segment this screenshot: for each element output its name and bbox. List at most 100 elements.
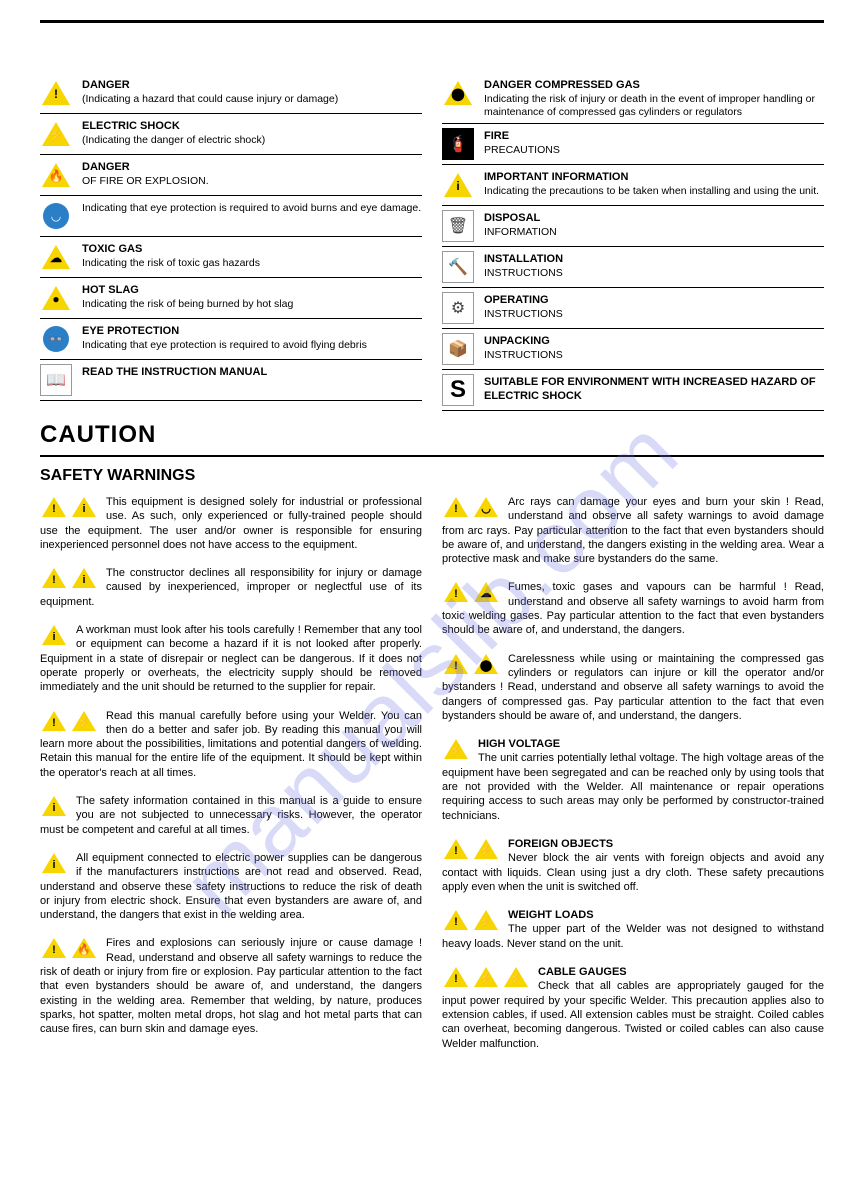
legend-description: INFORMATION [484,226,824,239]
legend-text: TOXIC GASIndicating the risk of toxic ga… [82,241,422,270]
legend-description: OF FIRE OR EXPLOSION. [82,175,422,188]
legend-description: INSTRUCTIONS [484,267,824,280]
paragraph-icons [442,580,500,604]
legend-text: INSTALLATIONINSTRUCTIONS [484,251,824,280]
legend-text: READ THE INSTRUCTION MANUAL [82,364,422,380]
legend-title: IMPORTANT INFORMATION [484,171,824,185]
mandatory-circle-icon: 👓 [43,326,69,352]
safety-paragraph: A workman must look after his tools care… [40,623,422,694]
legend-description: INSTRUCTIONS [484,308,824,321]
inline-warning-icon [42,497,66,517]
warning-triangle-icon [444,173,472,197]
safety-paragraph: HIGH VOLTAGE The unit carries potentially… [442,737,824,823]
paragraph-icons [442,965,530,989]
legend-description: Indicating the risk of being burned by h… [82,298,422,311]
inline-warning-icon [444,654,468,674]
safety-paragraph: Read this manual carefully before using … [40,709,422,780]
legend-section: DANGER(Indicating a hazard that could ca… [40,73,824,411]
legend-row: DANGEROF FIRE OR EXPLOSION. [40,155,422,196]
legend-title: INSTALLATION [484,253,824,267]
legend-row: TOXIC GASIndicating the risk of toxic ga… [40,237,422,278]
inline-warning-icon [504,967,528,987]
warning-triangle-icon [42,81,70,105]
inline-warning-icon [42,938,66,958]
legend-row: ELECTRIC SHOCK(Indicating the danger of … [40,114,422,155]
safety-paragraph: All equipment connected to electric powe… [40,851,422,922]
safety-paragraph: The safety information contained in this… [40,794,422,837]
legend-text: DISPOSALINFORMATION [484,210,824,239]
paragraph-icons [40,566,98,590]
legend-title: UNPACKING [484,335,824,349]
paragraph-icons [40,794,68,818]
inline-warning-icon [474,497,498,517]
legend-title: HOT SLAG [82,284,422,298]
warning-triangle-icon [444,81,472,105]
body-right-column: Arc rays can damage your eyes and burn y… [442,495,824,1065]
legend-text: Indicating that eye protection is requir… [82,200,422,215]
mandatory-circle-icon: ◡ [43,203,69,229]
safety-paragraph: The constructor declines all responsibil… [40,566,422,609]
paragraph-icons [40,495,98,519]
legend-row: 🧯FIREPRECAUTIONS [442,124,824,165]
safety-paragraph: This equipment is designed solely for in… [40,495,422,552]
legend-row: 📖READ THE INSTRUCTION MANUAL [40,360,422,401]
legend-title: DISPOSAL [484,212,824,226]
legend-description: Indicating that eye protection is requir… [82,202,422,215]
paragraph-icons [442,908,500,932]
legend-title: OPERATING [484,294,824,308]
legend-text: SUITABLE FOR ENVIRONMENT WITH INCREASED … [484,374,824,404]
safety-paragraph: Fires and explosions can seriously injur… [40,936,422,1036]
inline-warning-icon [72,711,96,731]
legend-row: HOT SLAGIndicating the risk of being bur… [40,278,422,319]
legend-description: (Indicating the danger of electric shock… [82,134,422,147]
legend-row: IMPORTANT INFORMATIONIndicating the prec… [442,165,824,206]
inline-warning-icon [72,568,96,588]
body-left-column: This equipment is designed solely for in… [40,495,422,1065]
legend-left-column: DANGER(Indicating a hazard that could ca… [40,73,422,411]
legend-title: DANGER [82,79,422,93]
paragraph-text: A workman must look after his tools care… [40,624,422,693]
paragraph-icons [442,652,500,676]
white-square-icon: 🗑 [442,210,474,242]
paragraph-subtitle: WEIGHT LOADS [508,909,594,921]
legend-text: FIREPRECAUTIONS [484,128,824,157]
body-content: This equipment is designed solely for in… [40,495,824,1065]
paragraph-subtitle: CABLE GAUGES [538,966,627,978]
inline-warning-icon [72,938,96,958]
inline-warning-icon [444,839,468,859]
legend-description: Indicating the risk of injury or death i… [484,93,824,119]
s-mark-icon: S [442,374,474,406]
legend-text: DANGER COMPRESSED GASIndicating the risk… [484,77,824,119]
safety-paragraph: Fumes, toxic gases and vapours can be ha… [442,580,824,637]
legend-description: Indicating the precautions to be taken w… [484,185,824,198]
paragraph-subtitle: HIGH VOLTAGE [478,738,560,750]
legend-row: S SUITABLE FOR ENVIRONMENT WITH INCREASED… [442,370,824,411]
legend-text: EYE PROTECTIONIndicating that eye protec… [82,323,422,352]
paragraph-text: The safety information contained in this… [40,795,422,836]
inline-warning-icon [474,582,498,602]
safety-paragraph: WEIGHT LOADSThe upper part of the Welder… [442,908,824,951]
inline-warning-icon [42,796,66,816]
section-rule [40,455,824,457]
legend-text: OPERATINGINSTRUCTIONS [484,292,824,321]
inline-warning-icon [444,739,468,759]
safety-paragraph: CABLE GAUGES Check that all cables are ap… [442,965,824,1051]
white-square-icon: 🔨 [442,251,474,283]
inline-warning-icon [42,853,66,873]
legend-title: READ THE INSTRUCTION MANUAL [82,366,422,380]
inline-warning-icon [444,967,468,987]
inline-warning-icon [474,967,498,987]
paragraph-icons [40,623,68,647]
paragraph-text: Check that all cables are appropriately … [442,980,824,1049]
paragraph-icons [442,737,470,761]
safety-paragraph: Arc rays can damage your eyes and burn y… [442,495,824,566]
warning-triangle-icon [42,163,70,187]
inline-warning-icon [42,711,66,731]
paragraph-text: The unit carries potentially lethal volt… [442,752,824,821]
legend-description: PRECAUTIONS [484,144,824,157]
legend-title: EYE PROTECTION [82,325,422,339]
legend-title: SUITABLE FOR ENVIRONMENT WITH INCREASED … [484,376,824,404]
inline-warning-icon [42,625,66,645]
legend-text: UNPACKINGINSTRUCTIONS [484,333,824,362]
legend-row: 📦UNPACKINGINSTRUCTIONS [442,329,824,370]
